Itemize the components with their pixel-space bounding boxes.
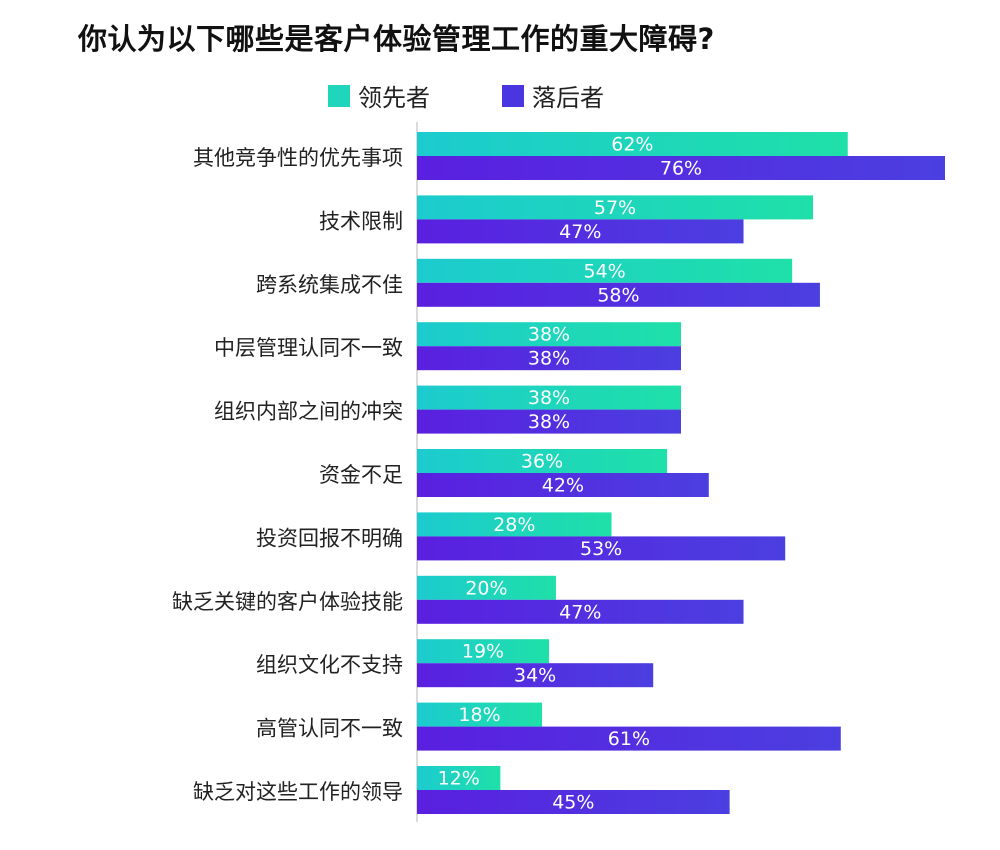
category-label: 缺乏关键的客户体验技能 <box>172 590 403 614</box>
category-label: 资金不足 <box>319 463 403 487</box>
category-label: 缺乏对这些工作的领导 <box>193 780 403 804</box>
data-label-leaders: 57% <box>594 197 636 219</box>
category-label: 技术限制 <box>319 209 403 233</box>
bar-laggards <box>417 599 744 624</box>
data-label-laggards: 34% <box>514 665 556 687</box>
data-label-laggards: 58% <box>597 284 639 306</box>
category-label: 组织内部之间的冲突 <box>214 400 403 424</box>
bar-leaders <box>417 512 612 537</box>
data-label-laggards: 76% <box>660 158 702 180</box>
data-label-leaders: 38% <box>528 324 570 346</box>
bar-leaders <box>417 132 848 156</box>
data-label-leaders: 62% <box>611 134 653 156</box>
data-label-leaders: 20% <box>465 577 507 599</box>
data-label-laggards: 47% <box>559 221 601 243</box>
bar-laggards <box>417 219 744 244</box>
data-label-laggards: 45% <box>552 792 594 814</box>
data-label-laggards: 42% <box>542 475 584 497</box>
legend-swatch-leaders <box>328 84 350 107</box>
chart-title: 你认为以下哪些是客户体验管理工作的重大障碍? <box>78 22 715 56</box>
data-label-leaders: 28% <box>493 514 535 536</box>
data-label-leaders: 54% <box>583 260 625 282</box>
data-label-laggards: 47% <box>559 601 601 623</box>
legend: 领先者 落后者 <box>328 78 676 113</box>
bar-laggards <box>417 409 681 434</box>
data-label-laggards: 38% <box>528 348 570 370</box>
bar-laggards <box>417 282 820 307</box>
data-label-leaders: 12% <box>438 768 480 790</box>
data-label-leaders: 36% <box>521 451 563 473</box>
bar-leaders <box>417 258 793 283</box>
data-label-leaders: 38% <box>528 387 570 409</box>
bar-laggards <box>417 663 654 688</box>
bar-leaders <box>417 575 556 600</box>
category-label: 跨系统集成不佳 <box>256 273 403 297</box>
bar-laggards <box>417 473 709 497</box>
bar-leaders <box>417 766 501 790</box>
bar-leaders <box>417 639 549 664</box>
category-label: 其他竞争性的优先事项 <box>193 146 403 170</box>
data-label-laggards: 53% <box>580 538 622 560</box>
data-label-laggards: 38% <box>528 411 570 433</box>
bar-leaders <box>417 385 681 410</box>
legend-item-leaders: 领先者 <box>328 78 430 113</box>
legend-label-leaders: 领先者 <box>358 84 430 112</box>
category-label: 组织文化不支持 <box>256 653 403 677</box>
category-label: 高管认同不一致 <box>256 717 403 741</box>
bar-leaders <box>417 702 543 727</box>
bar-laggards <box>417 346 681 371</box>
category-label: 投资回报不明确 <box>256 526 403 550</box>
legend-label-laggards: 落后者 <box>532 84 604 112</box>
data-label-leaders: 18% <box>458 704 500 726</box>
bar-leaders <box>417 322 681 347</box>
data-label-leaders: 19% <box>462 641 504 663</box>
bar-leaders <box>417 195 813 220</box>
bar-laggards <box>417 156 945 180</box>
bar-laggards <box>417 726 841 751</box>
category-label: 中层管理认同不一致 <box>214 336 403 360</box>
bar-laggards <box>417 790 730 814</box>
bar-leaders <box>417 449 668 473</box>
bar-laggards <box>417 536 786 561</box>
data-label-laggards: 61% <box>608 728 650 750</box>
legend-swatch-laggards <box>502 84 524 107</box>
legend-item-laggards: 落后者 <box>502 78 604 113</box>
